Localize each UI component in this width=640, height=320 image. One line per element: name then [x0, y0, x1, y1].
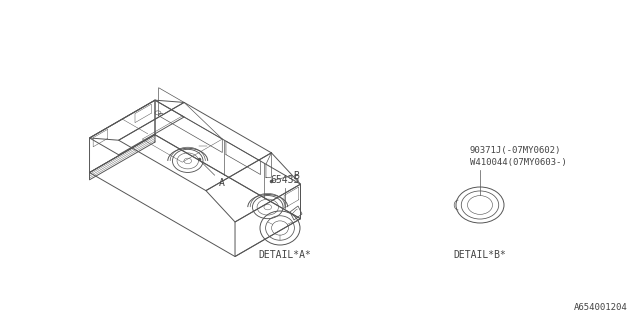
Text: 65435: 65435 — [270, 175, 300, 185]
Text: A654001204: A654001204 — [574, 303, 628, 312]
Text: B: B — [293, 171, 300, 181]
Text: 90371J(-07MY0602): 90371J(-07MY0602) — [470, 146, 561, 155]
Text: A: A — [219, 178, 225, 188]
Text: DETAIL*A*: DETAIL*A* — [259, 250, 312, 260]
Text: W410044(07MY0603-): W410044(07MY0603-) — [470, 158, 567, 167]
Text: DETAIL*B*: DETAIL*B* — [454, 250, 506, 260]
